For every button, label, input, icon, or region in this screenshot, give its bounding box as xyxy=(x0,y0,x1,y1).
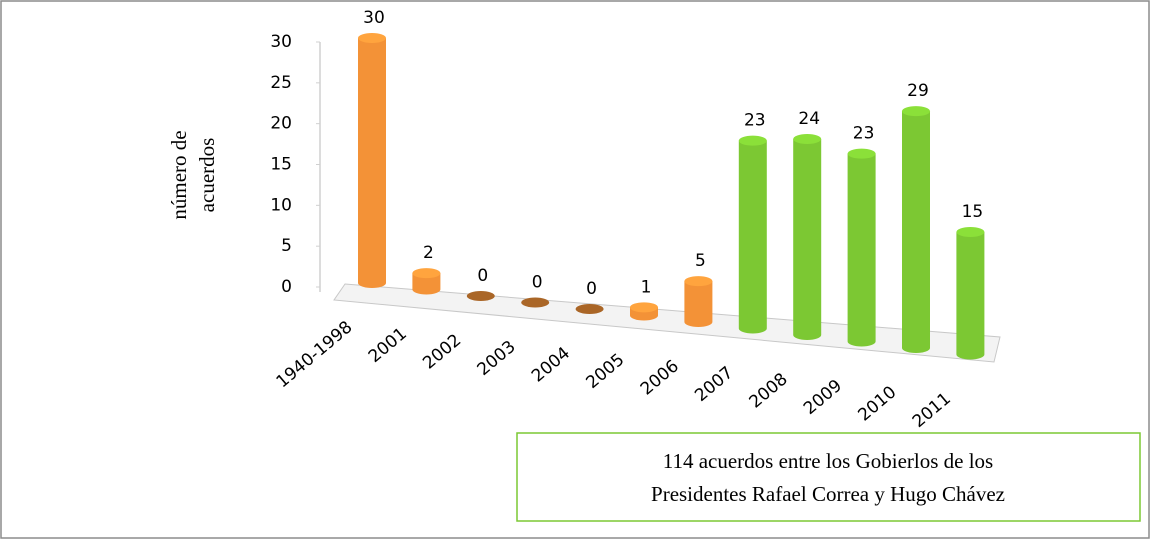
bar-top xyxy=(630,302,658,313)
bar-body xyxy=(956,232,985,360)
bar-top xyxy=(575,304,604,314)
bar-body xyxy=(358,38,386,288)
data-label: 29 xyxy=(907,81,929,101)
data-label: 0 xyxy=(477,266,488,286)
annotation-text: 114 acuerdos entre los Gobierlos de los xyxy=(663,449,993,473)
bar-body xyxy=(412,273,441,295)
bar xyxy=(793,134,822,340)
data-label: 2 xyxy=(423,243,434,263)
bar xyxy=(956,227,985,360)
y-tick-label: 15 xyxy=(270,155,292,175)
data-label: 23 xyxy=(744,111,766,131)
bar-body xyxy=(738,140,767,334)
bar xyxy=(358,33,386,288)
y-tick-label: 25 xyxy=(270,73,292,93)
bar-top xyxy=(358,33,386,43)
y-tick-label: 10 xyxy=(270,195,292,215)
bar-top xyxy=(847,148,876,159)
y-tick-label: 30 xyxy=(270,32,292,52)
y-tick-label: 5 xyxy=(281,236,292,256)
y-axis-title: número de acuerdos xyxy=(167,130,219,219)
bar-top xyxy=(684,276,713,287)
bar-top xyxy=(521,297,550,308)
data-label: 24 xyxy=(798,109,820,129)
annotation-box xyxy=(516,432,1141,522)
data-label: 5 xyxy=(695,251,706,271)
data-label: 23 xyxy=(853,124,875,144)
data-label: 1 xyxy=(641,277,652,297)
bar-body xyxy=(847,153,876,347)
data-label: 30 xyxy=(363,8,385,28)
y-tick-label: 20 xyxy=(270,114,292,134)
y-axis-title-line: número de xyxy=(167,130,191,219)
data-label: 0 xyxy=(532,273,543,293)
bar xyxy=(684,276,713,327)
data-label: 0 xyxy=(586,279,597,299)
bar xyxy=(630,302,658,321)
bar-top xyxy=(738,135,767,146)
bar xyxy=(847,148,876,347)
bar-top xyxy=(793,134,822,144)
bar xyxy=(412,268,441,295)
bar-body xyxy=(902,111,930,354)
bar-top xyxy=(956,227,985,237)
bar xyxy=(521,297,550,308)
bar-top xyxy=(466,291,495,301)
bar-top xyxy=(902,106,930,117)
annotation-text: Presidentes Rafael Correa y Hugo Chávez xyxy=(651,482,1005,506)
data-label: 15 xyxy=(962,202,984,222)
bar xyxy=(738,135,767,334)
bar xyxy=(902,106,930,354)
bar xyxy=(575,304,604,314)
bar-body xyxy=(793,139,822,340)
y-tick-label: 0 xyxy=(281,277,292,297)
floor xyxy=(333,283,1001,363)
bar xyxy=(466,291,495,301)
bar-body xyxy=(684,281,713,327)
bar-top xyxy=(412,268,441,279)
y-axis-title-line: acuerdos xyxy=(195,138,219,213)
